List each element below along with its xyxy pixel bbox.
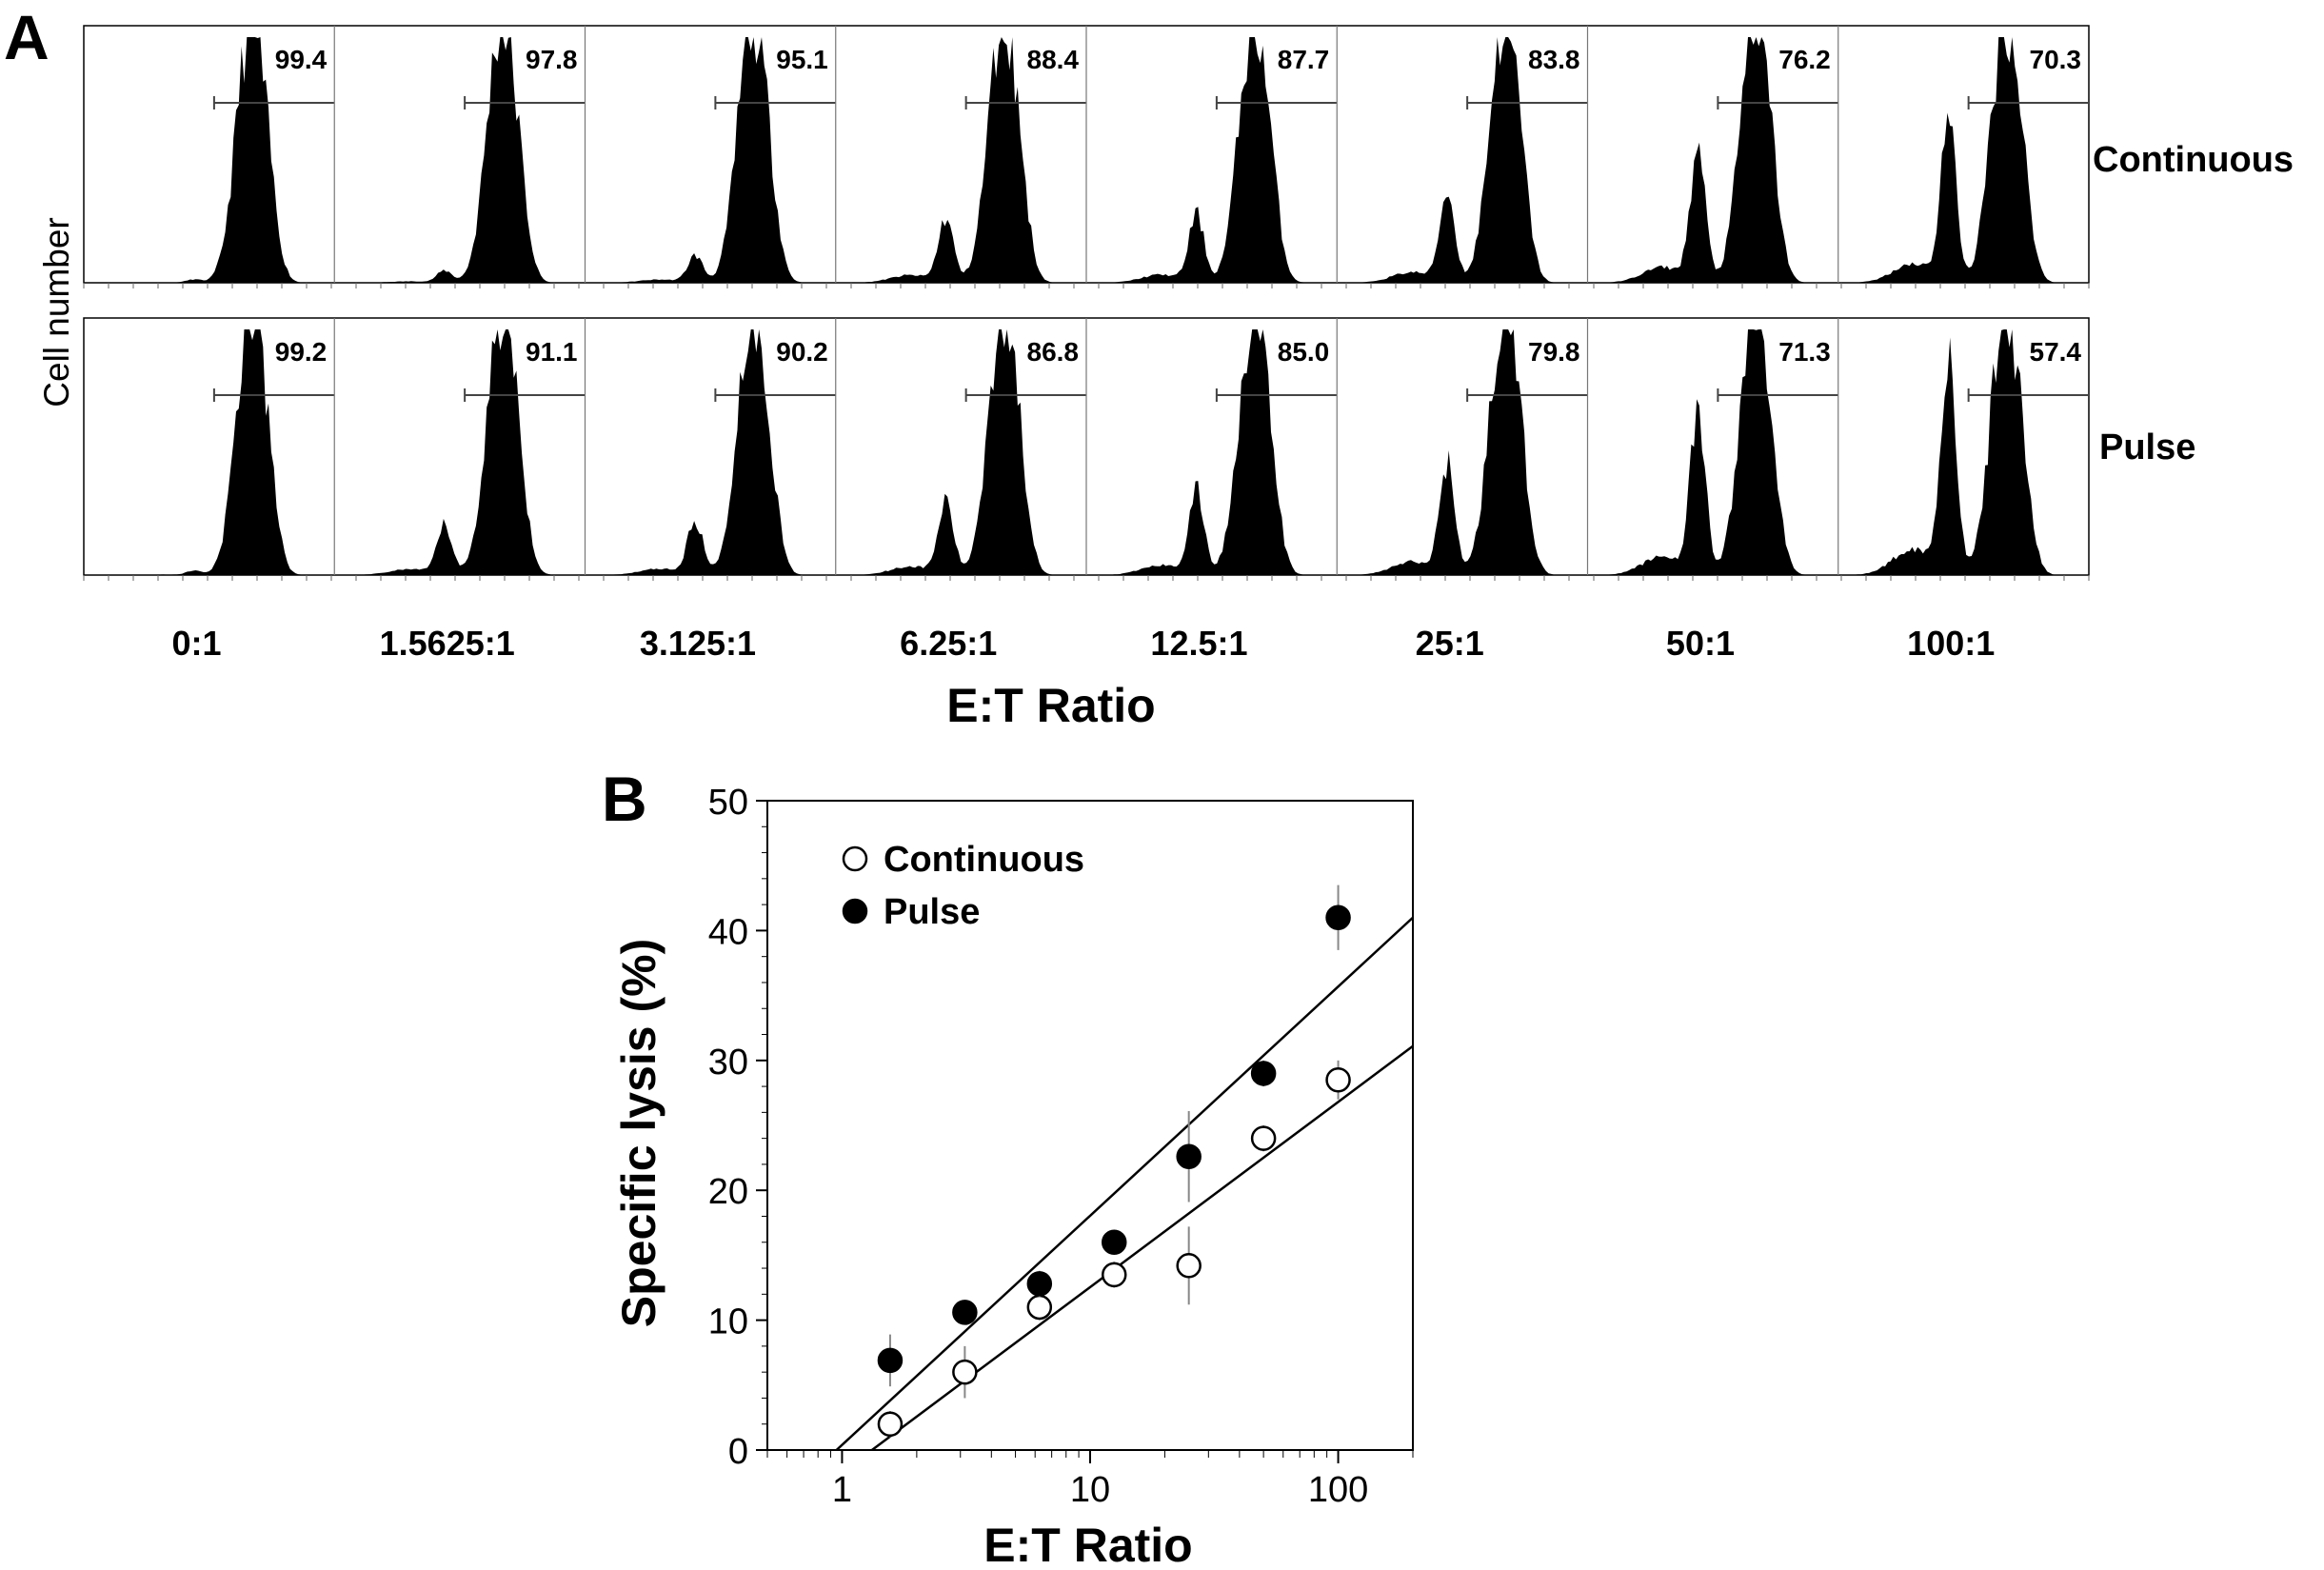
- x-tick-label: 10: [1070, 1470, 1110, 1510]
- histogram-silhouette: [839, 329, 1083, 575]
- gate-percentage: 88.4: [1027, 45, 1080, 74]
- ratio-label: 1.5625:1: [380, 624, 515, 663]
- ratio-label: 12.5:1: [1150, 624, 1247, 663]
- legend-label: Continuous: [884, 840, 1084, 880]
- gate-percentage: 87.7: [1278, 45, 1330, 74]
- ratio-label: 100:1: [1907, 624, 1995, 663]
- gate-percentage: 90.2: [776, 337, 828, 367]
- data-point: [1250, 1125, 1277, 1151]
- panel-a-ylabel: Cell number: [37, 217, 76, 407]
- data-point: [877, 1347, 904, 1374]
- data-point: [1250, 1061, 1277, 1086]
- ratio-label: 25:1: [1416, 624, 1484, 663]
- histogram-grid: 99.4 97.8 95.1 88.4 87.7 83.8 76.2 70.3 99.2 91.1…: [83, 25, 2090, 581]
- y-tick-label: 40: [708, 912, 748, 952]
- histogram-silhouette: [588, 329, 832, 575]
- ratio-label: 3.125:1: [640, 624, 756, 663]
- gate-percentage: 95.1: [776, 45, 828, 74]
- panel-a-row-label-continuous: Continuous: [2093, 140, 2294, 180]
- gate-percentage: 97.8: [526, 45, 578, 74]
- legend-label: Pulse: [884, 892, 980, 932]
- histogram-silhouette: [1591, 37, 1835, 283]
- lysis-plot: 0 10 20 30 40 50 1 10 100 Continuous Pulse: [708, 783, 1414, 1510]
- plot-frame: [766, 800, 1414, 1451]
- x-tick-label: 100: [1308, 1470, 1368, 1510]
- ratio-label-group: 0:1 1.5625:1 3.125:1 6.25:1 12.5:1 25:1 50:1 10…: [171, 624, 1995, 663]
- fit-line: [871, 1044, 1414, 1452]
- panel-b-ylabel: Specific lysis (%): [612, 939, 665, 1328]
- gate-percentage: 71.3: [1778, 337, 1831, 367]
- panel-a-xlabel: E:T Ratio: [946, 679, 1155, 732]
- panel-b-label: B: [602, 764, 647, 834]
- data-point: [1102, 1262, 1127, 1288]
- ratio-label: 50:1: [1666, 624, 1735, 663]
- gate-percentage: 85.0: [1278, 337, 1330, 367]
- data-point: [1325, 904, 1351, 931]
- histogram-silhouette: [1090, 37, 1334, 283]
- panel-a-row-label-pulse: Pulse: [2099, 427, 2195, 467]
- data-point: [1176, 1253, 1202, 1279]
- gate-percentage: 86.8: [1027, 337, 1080, 367]
- gate-percentage: 79.8: [1528, 337, 1580, 367]
- data-point: [952, 1359, 978, 1385]
- legend-marker: [842, 898, 868, 924]
- y-tick-label: 0: [728, 1432, 748, 1472]
- histogram-silhouette: [1841, 37, 2085, 283]
- gate-percentage: 83.8: [1528, 45, 1580, 74]
- y-tick-label: 20: [708, 1172, 748, 1212]
- ratio-label: 6.25:1: [900, 624, 997, 663]
- fit-line: [835, 916, 1414, 1451]
- data-point: [1102, 1229, 1127, 1256]
- x-tick-label: 1: [832, 1470, 852, 1510]
- histogram-silhouette: [88, 329, 331, 575]
- data-point: [1176, 1143, 1202, 1169]
- y-tick-label: 50: [708, 783, 748, 823]
- panel-b-xlabel: E:T Ratio: [983, 1519, 1192, 1570]
- y-tick-label: 10: [708, 1302, 748, 1342]
- data-point: [1026, 1271, 1053, 1297]
- gate-percentage: 70.3: [2030, 45, 2082, 74]
- gate-percentage: 99.4: [275, 45, 328, 74]
- histogram-silhouette: [1090, 329, 1334, 575]
- histogram-silhouette: [1841, 329, 2085, 575]
- histogram-silhouette: [839, 37, 1083, 283]
- gate-percentage: 57.4: [2030, 337, 2082, 367]
- y-tick-label: 30: [708, 1043, 748, 1083]
- gate-percentage: 91.1: [526, 337, 578, 367]
- panel-a-label: A: [4, 2, 50, 72]
- data-point: [1325, 1067, 1351, 1093]
- histogram-silhouette: [88, 37, 331, 283]
- data-point: [952, 1300, 978, 1325]
- data-point: [877, 1411, 904, 1437]
- gate-percentage: 76.2: [1778, 45, 1831, 74]
- ratio-label: 0:1: [171, 624, 221, 663]
- histogram-silhouette: [338, 37, 582, 283]
- histogram-silhouette: [588, 37, 832, 283]
- data-point: [1026, 1294, 1053, 1321]
- histogram-silhouette: [1341, 329, 1584, 575]
- histogram-silhouette: [1341, 37, 1584, 283]
- gate-percentage: 99.2: [275, 337, 328, 367]
- legend-marker: [842, 845, 868, 872]
- histogram-silhouette: [338, 329, 582, 575]
- histogram-silhouette: [1591, 329, 1835, 575]
